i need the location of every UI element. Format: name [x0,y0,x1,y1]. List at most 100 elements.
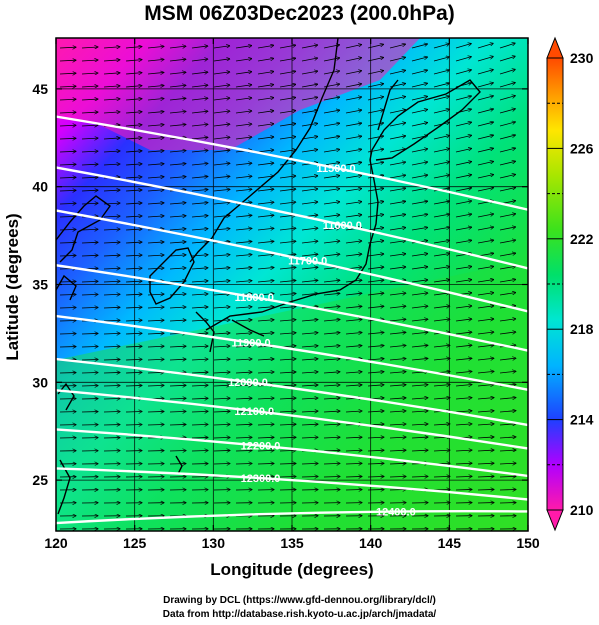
wind-arrow [125,307,142,308]
coastlines [56,38,481,515]
y-tick-label: 40 [32,179,48,195]
wind-arrow [103,255,120,256]
wind-arrow [367,359,384,360]
wind-arrow [433,96,450,101]
wind-arrow [103,346,120,347]
wind-arrow [279,45,296,49]
wind-arrow [169,151,186,152]
wind-arrow [279,202,296,204]
wind-arrow [301,189,318,192]
wind-arrow [433,345,450,347]
wind-arrow [235,320,252,321]
wind-arrow [103,73,120,74]
wind-arrow [257,437,274,438]
wind-arrow [191,59,208,61]
contour-line [56,389,528,450]
wind-arrow [477,175,494,179]
wind-arrow [213,111,230,113]
wind-arrow [433,109,450,114]
wind-arrow [433,358,450,360]
wind-arrow [125,281,142,282]
wind-arrow [191,320,208,321]
wind-arrow [389,97,406,101]
wind-arrow [213,385,230,386]
wind-arrow [59,112,76,113]
wind-arrow [389,411,406,412]
wind-arrow [125,242,142,243]
wind-arrow [345,411,362,412]
wind-arrow [389,437,406,438]
wind-arrow [455,371,472,373]
wind-arrow [191,176,208,178]
wind-arrow [191,242,208,243]
wind-arrow [213,72,230,75]
contour-label: 12400.0 [376,506,416,518]
wind-arrow [323,437,340,438]
wind-arrow [389,476,406,477]
wind-arrow [367,450,384,451]
wind-arrow [323,359,340,360]
wind-arrow [433,267,450,270]
wind-arrow [257,215,274,217]
wind-arrow [147,151,164,152]
wind-arrow [125,112,142,113]
wind-arrow [477,489,494,490]
wind-arrow [367,71,384,75]
contour-label: 12200.0 [241,441,281,453]
wind-arrow [279,320,296,321]
wind-arrow [257,202,274,204]
wind-arrow [499,240,516,244]
wind-arrow [191,98,208,100]
wind-arrow [455,135,472,140]
wind-arrow [323,162,340,166]
wind-arrow [345,162,362,166]
wind-arrow [499,279,516,283]
wind-arrow [411,162,428,166]
wind-arrow [235,98,252,101]
wind-arrow [125,60,142,61]
wind-arrow [301,359,318,360]
wind-arrow [235,255,252,256]
wind-arrow [191,385,208,386]
contour-line [56,209,528,313]
wind-arrow [59,307,76,308]
wind-arrow [191,85,208,87]
wind-arrow [323,123,340,127]
wind-arrow [367,201,384,205]
wind-arrow [477,266,494,270]
wind-arrow [367,123,384,127]
wind-arrow [367,463,384,464]
wind-arrow [147,320,164,321]
wind-arrow [213,346,230,347]
wind-arrow [477,424,494,425]
wind-arrow [103,320,120,321]
wind-arrow [191,398,208,399]
colorbar-min-triangle [546,509,564,532]
wind-arrow [301,97,318,101]
wind-arrow [411,123,428,127]
wind-arrow [323,202,340,205]
wind-arrow [279,294,296,295]
wind-arrow [323,463,340,464]
wind-arrow [455,463,472,464]
wind-arrow [301,58,318,62]
wind-arrow [477,450,494,451]
wind-arrow [367,332,384,334]
wind-arrow [103,190,120,191]
wind-arrow [433,240,450,244]
wind-arrow [323,228,340,231]
wind-arrow [323,97,340,101]
wind-arrow [455,175,472,179]
wind-arrow [257,189,274,191]
wind-arrow [103,268,120,269]
wind-arrow [213,163,230,165]
wind-arrow [323,280,340,282]
wind-arrow [59,151,76,152]
wind-arrow [367,44,384,49]
wind-arrow [345,123,362,127]
wind-arrow [411,411,428,412]
wind-arrow [389,332,406,334]
wind-arrow [147,255,164,256]
wind-arrow [301,333,318,334]
wind-arrow [455,424,472,425]
